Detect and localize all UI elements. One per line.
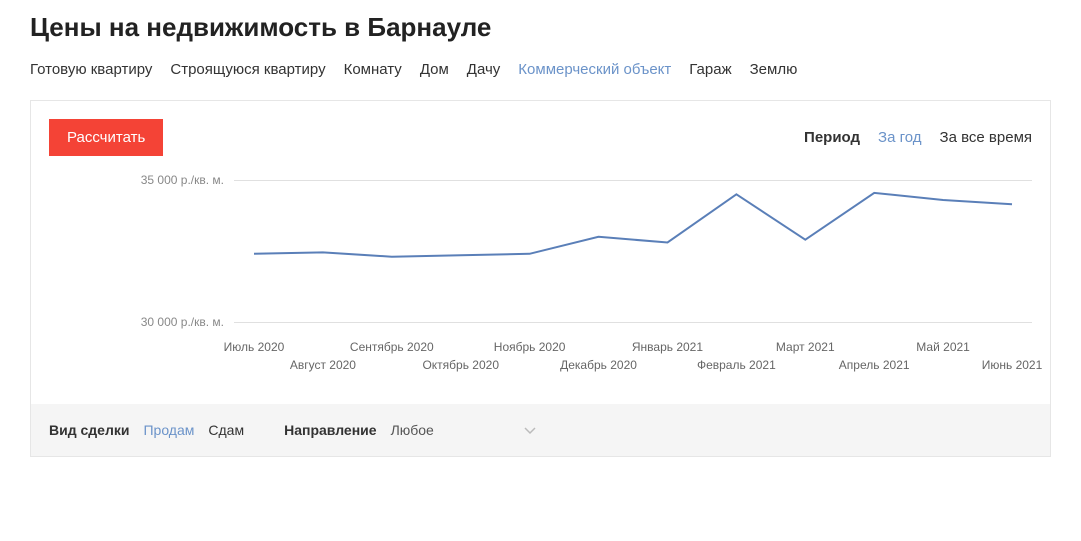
direction-select[interactable]: Любое	[391, 422, 536, 438]
x-axis-label: Июль 2020	[224, 340, 285, 354]
property-tab-2[interactable]: Комнату	[344, 61, 402, 78]
period-option-1[interactable]: За все время	[940, 129, 1032, 146]
x-axis-label: Апрель 2021	[839, 358, 910, 372]
period-option-0[interactable]: За год	[878, 129, 921, 146]
x-axis-label: Январь 2021	[632, 340, 703, 354]
period-label: Период	[804, 129, 860, 146]
property-tab-3[interactable]: Дом	[420, 61, 449, 78]
calculate-button[interactable]: Рассчитать	[49, 119, 163, 156]
deal-type-label: Вид сделки	[49, 422, 129, 438]
property-tab-1[interactable]: Строящуюся квартиру	[170, 61, 325, 78]
chart-panel: Рассчитать Период За год За все время Июл…	[30, 100, 1051, 457]
y-axis-label: 35 000 р./кв. м.	[141, 173, 224, 187]
x-axis-label: Февраль 2021	[697, 358, 776, 372]
property-tab-0[interactable]: Готовую квартиру	[30, 61, 152, 78]
y-axis-label: 30 000 р./кв. м.	[141, 315, 224, 329]
direction-filter: Направление Любое	[284, 422, 536, 438]
gridline	[234, 180, 1032, 181]
property-tab-5[interactable]: Коммерческий объект	[518, 61, 671, 78]
deal-option-0[interactable]: Продам	[143, 422, 194, 438]
property-tab-7[interactable]: Землю	[750, 61, 798, 78]
panel-toolbar: Рассчитать Период За год За все время	[49, 119, 1032, 156]
x-axis-label: Март 2021	[776, 340, 835, 354]
deal-type-filter: Вид сделки Продам Сдам	[49, 422, 244, 438]
line-series	[234, 166, 1022, 336]
property-tab-6[interactable]: Гараж	[689, 61, 731, 78]
page-title: Цены на недвижимость в Барнауле	[30, 12, 1051, 43]
x-axis-label: Июнь 2021	[982, 358, 1043, 372]
filters-bar: Вид сделки Продам Сдам Направление Любое	[31, 404, 1050, 456]
price-chart: Июль 2020 Август 2020 Сентябрь 2020 Октябрь…	[49, 166, 1032, 386]
period-selector: Период За год За все время	[804, 129, 1032, 146]
direction-selected: Любое	[391, 422, 434, 438]
x-axis-label: Октябрь 2020	[422, 358, 499, 372]
gridline	[234, 322, 1032, 323]
x-axis-label: Декабрь 2020	[560, 358, 637, 372]
x-axis-label: Август 2020	[290, 358, 356, 372]
chevron-down-icon	[524, 424, 536, 436]
x-axis-label: Май 2021	[916, 340, 970, 354]
property-tab-4[interactable]: Дачу	[467, 61, 501, 78]
deal-option-1[interactable]: Сдам	[208, 422, 244, 438]
property-type-tabs: Готовую квартиру Строящуюся квартиру Комна…	[30, 61, 1051, 78]
direction-label: Направление	[284, 422, 376, 438]
x-axis-label: Сентябрь 2020	[350, 340, 434, 354]
x-axis-label: Ноябрь 2020	[494, 340, 566, 354]
